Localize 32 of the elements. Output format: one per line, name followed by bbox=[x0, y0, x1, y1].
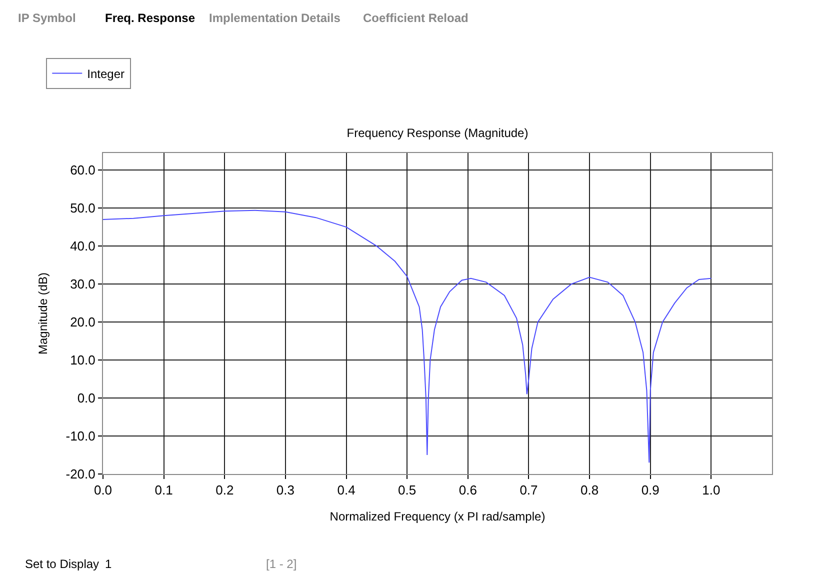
text: Freq. Response bbox=[105, 11, 196, 25]
x-tick-label: 0.0 bbox=[94, 482, 112, 498]
text: [1 - 2] bbox=[266, 557, 297, 571]
y-tick-label: 50.0 bbox=[70, 200, 96, 216]
y-tick-label: 10.0 bbox=[70, 352, 96, 368]
x-tick-label: 0.6 bbox=[458, 482, 477, 498]
x-tick-label: 0.8 bbox=[580, 482, 599, 498]
y-tick-label: -20.0 bbox=[66, 466, 96, 482]
text: IP Symbol bbox=[18, 11, 76, 25]
text: Set to Display bbox=[25, 557, 100, 571]
y-tick-label: 30.0 bbox=[70, 276, 96, 292]
x-axis-title: Normalized Frequency (x PI rad/sample) bbox=[330, 510, 546, 524]
x-tick-label: 0.7 bbox=[520, 482, 538, 498]
text: Implementation Details bbox=[209, 11, 341, 25]
y-tick-label: 40.0 bbox=[70, 238, 96, 254]
x-tick-label: 0.4 bbox=[337, 482, 356, 498]
x-tick-label: 0.9 bbox=[641, 482, 660, 498]
y-tick-label: 20.0 bbox=[70, 314, 96, 330]
x-tick-label: 0.3 bbox=[276, 482, 294, 498]
x-tick-label: 0.5 bbox=[398, 482, 416, 498]
y-tick-label: 60.0 bbox=[70, 162, 96, 178]
x-tick-label: 0.2 bbox=[216, 482, 234, 498]
text: Coefficient Reload bbox=[363, 11, 468, 25]
x-tick-label: 0.1 bbox=[154, 482, 173, 498]
line-series bbox=[103, 210, 712, 464]
x-tick-label: 1.0 bbox=[702, 482, 720, 498]
chart-title: Frequency Response (Magnitude) bbox=[346, 126, 528, 140]
text: 1 bbox=[105, 557, 112, 571]
y-axis-title: Magnitude (dB) bbox=[36, 272, 50, 355]
y-tick-label: -10.0 bbox=[66, 428, 96, 444]
legend-label: Integer bbox=[87, 66, 124, 81]
y-tick-label: 0.0 bbox=[77, 390, 96, 406]
